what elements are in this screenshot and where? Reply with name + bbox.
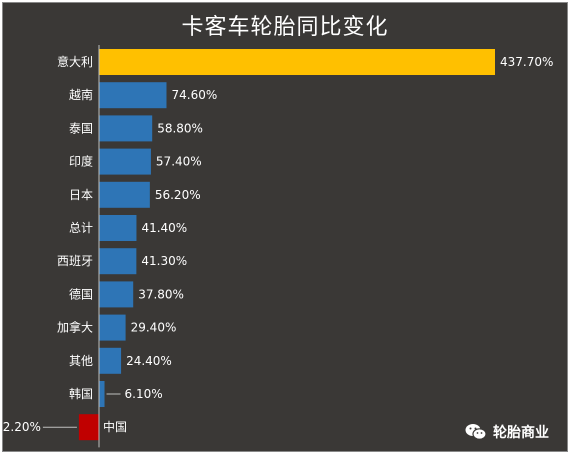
value-label-0: 437.70% — [500, 55, 553, 69]
bar-3 — [99, 148, 151, 175]
value-label-10: 6.10% — [125, 387, 163, 401]
bar-11 — [78, 414, 99, 441]
bar-7 — [99, 281, 134, 308]
category-label-2: 泰国 — [69, 121, 93, 135]
category-label-4: 日本 — [69, 188, 93, 202]
category-label-9: 其他 — [69, 354, 93, 368]
value-label-8: 29.40% — [131, 321, 177, 335]
category-label-8: 加拿大 — [57, 320, 93, 335]
bar-6 — [99, 248, 137, 275]
value-label-2: 58.80% — [157, 121, 203, 135]
category-label-6: 西班牙 — [57, 254, 93, 268]
bar-10 — [99, 381, 105, 407]
wechat-icon — [465, 424, 487, 440]
value-label-7: 37.80% — [138, 287, 184, 301]
bar-4 — [99, 181, 150, 208]
category-label-11: 中国 — [103, 419, 127, 434]
value-label-6: 41.30% — [141, 254, 187, 268]
category-label-1: 越南 — [69, 87, 93, 102]
chart-title: 卡客车轮胎同比变化 — [181, 15, 389, 40]
bar-chart: 意大利 437.70% 越南 74.60% 泰国 58.80% 印度 57.40% 日本 56.2… — [3, 45, 553, 448]
value-label-5: 41.40% — [141, 221, 187, 235]
bar-5 — [99, 215, 137, 241]
value-label-9: 24.40% — [126, 354, 172, 368]
value-label-3: 57.40% — [156, 155, 202, 169]
value-label-1: 74.60% — [171, 88, 217, 102]
bar-8 — [99, 314, 126, 341]
watermark: 轮胎商业 — [465, 422, 549, 442]
value-label-4: 56.20% — [155, 188, 201, 202]
category-label-7: 德国 — [69, 286, 93, 301]
category-label-10: 韩国 — [69, 386, 93, 401]
watermark-text: 轮胎商业 — [493, 425, 549, 441]
bar-9 — [99, 347, 122, 374]
bar-2 — [99, 115, 153, 142]
category-label-0: 意大利 — [57, 54, 93, 69]
bar-0 — [99, 49, 495, 75]
category-label-5: 总计 — [69, 221, 93, 235]
bar-1 — [99, 82, 167, 109]
category-label-3: 印度 — [69, 154, 93, 169]
value-label-11: -22.20% — [3, 420, 41, 434]
